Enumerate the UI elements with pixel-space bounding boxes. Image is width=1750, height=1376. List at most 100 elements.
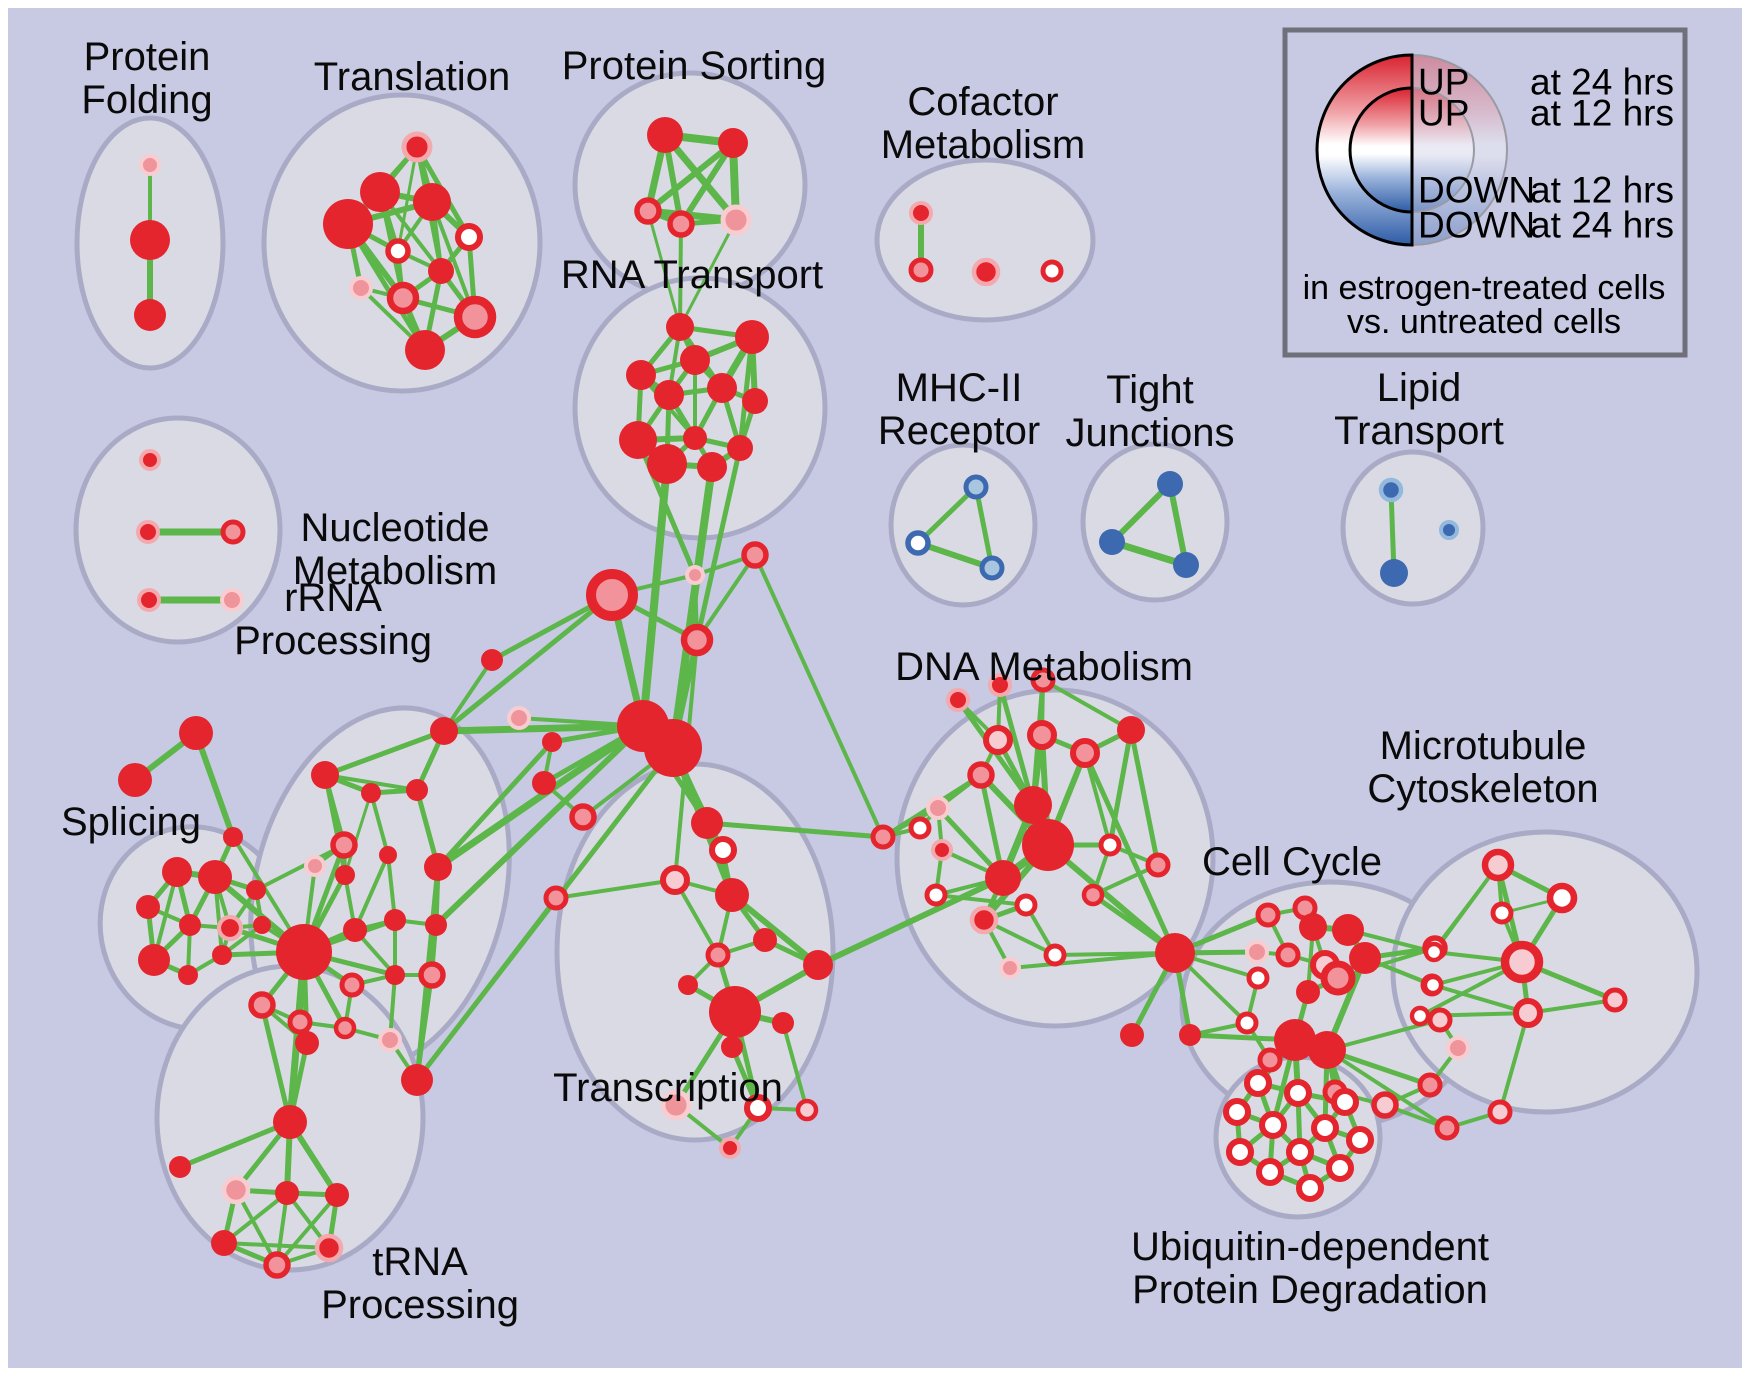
network-node-g2 xyxy=(542,732,562,752)
legend-direction-label: DOWN xyxy=(1418,205,1535,246)
legend-time-label: at 24 hrs xyxy=(1530,62,1674,103)
network-node-tr0 xyxy=(273,1105,307,1139)
cluster-ellipse-tight-junctions xyxy=(1080,441,1230,603)
network-node-t7 xyxy=(428,258,454,284)
cluster-label-ubiquitin-degradation: Ubiquitin-dependent xyxy=(1131,1225,1489,1269)
legend-direction-label: UP xyxy=(1418,62,1469,103)
network-edge xyxy=(695,553,757,642)
network-node-sp9 xyxy=(246,880,266,900)
cluster-label-nucleotide-metabolism: Metabolism xyxy=(293,549,498,593)
cluster-label-microtubule-cytoskeleton: Microtubule xyxy=(1380,724,1587,768)
network-node-tx8 xyxy=(678,975,698,995)
network-node-dd24 xyxy=(1155,933,1195,973)
network-node-l1 xyxy=(1378,477,1404,503)
network-edge xyxy=(669,463,716,752)
network-node-b3 xyxy=(741,541,769,569)
network-edge xyxy=(915,484,979,546)
network-node-tx3 xyxy=(660,865,690,895)
network-node-ubr1 xyxy=(1434,1115,1460,1141)
network-node-sp2 xyxy=(198,860,232,894)
network-node-t10 xyxy=(453,295,497,339)
network-node-cc3 xyxy=(1245,940,1269,964)
network-node-rr5 xyxy=(304,855,326,877)
network-node-rr2 xyxy=(361,783,381,803)
network-node-rr17 xyxy=(333,1016,357,1040)
cluster-label-protein-folding: Protein xyxy=(84,35,211,79)
network-node-r6 xyxy=(654,380,684,410)
network-node-dd21 xyxy=(988,673,1012,697)
network-node-m1 xyxy=(963,474,989,500)
network-node-sp6 xyxy=(138,944,170,976)
network-node-dd15 xyxy=(1081,883,1105,907)
network-edge xyxy=(661,131,740,224)
network-edge xyxy=(646,209,682,329)
network-node-st3 xyxy=(223,827,243,847)
network-node-ps4 xyxy=(667,210,695,238)
network-node-rr10 xyxy=(343,918,367,942)
network-node-dd7 xyxy=(1117,716,1145,744)
network-node-tr4 xyxy=(325,1183,349,1207)
legend-time-label: at 24 hrs xyxy=(1530,205,1674,246)
network-node-b2 xyxy=(685,565,705,585)
network-node-rr6 xyxy=(335,865,355,885)
network-edge xyxy=(1433,863,1500,950)
network-edge xyxy=(323,773,419,792)
network-node-g1 xyxy=(569,803,597,831)
network-edge xyxy=(973,484,995,571)
network-node-cc15 xyxy=(1308,1031,1346,1069)
network-edge xyxy=(1498,1011,1530,1114)
network-edge xyxy=(275,1193,339,1267)
legend-wheel-inner-left-icon xyxy=(1348,86,1414,214)
network-node-q2 xyxy=(295,1031,319,1055)
network-node-r7 xyxy=(742,388,768,414)
legend-direction-label: DOWN xyxy=(1418,170,1535,211)
network-node-dd14 xyxy=(969,905,999,935)
cluster-label-trna-processing: tRNA xyxy=(372,1240,468,1284)
network-node-tj1 xyxy=(1157,471,1183,497)
network-node-cc7 xyxy=(1235,1011,1259,1035)
network-node-dd5 xyxy=(1027,720,1057,750)
cluster-label-microtubule-cytoskeleton: Cytoskeleton xyxy=(1367,767,1598,811)
cluster-label-protein-sorting: Protein Sorting xyxy=(562,44,827,88)
network-node-n3 xyxy=(220,519,246,545)
network-node-rr14 xyxy=(385,965,405,985)
network-node-dd17 xyxy=(1043,943,1067,967)
network-node-r3 xyxy=(680,345,710,375)
network-node-x3 xyxy=(507,706,531,730)
network-node-t2 xyxy=(360,172,400,212)
cluster-label-cell-cycle: Cell Cycle xyxy=(1202,840,1382,884)
network-node-c2 xyxy=(908,257,934,283)
network-node-x1 xyxy=(430,717,458,745)
network-edge xyxy=(369,791,390,857)
network-node-tx9 xyxy=(803,950,833,980)
network-node-dd12 xyxy=(1145,852,1171,878)
network-node-cc6 xyxy=(1246,966,1270,990)
network-edge xyxy=(1431,983,1530,1015)
network-node-c1 xyxy=(909,201,933,225)
network-node-t5 xyxy=(454,222,484,252)
network-node-r10 xyxy=(727,435,753,461)
network-node-tr3 xyxy=(275,1181,299,1205)
network-edge xyxy=(442,658,494,733)
network-edge xyxy=(353,853,390,932)
network-node-st2 xyxy=(118,763,152,797)
cluster-label-cofactor-metabolism: Metabolism xyxy=(881,123,1086,167)
network-node-ps3 xyxy=(634,197,662,225)
network-edge xyxy=(1107,727,1134,848)
network-node-rr4 xyxy=(330,831,358,859)
cluster-ellipse-cofactor-metabolism xyxy=(874,157,1096,323)
network-node-cc12 xyxy=(1320,960,1356,996)
network-node-r2 xyxy=(735,320,769,354)
network-edge xyxy=(934,893,1028,907)
network-node-b4 xyxy=(680,623,714,657)
legend-caption: vs. untreated cells xyxy=(1347,303,1621,341)
network-node-d0 xyxy=(870,824,896,850)
cluster-label-trna-processing: Processing xyxy=(321,1283,519,1327)
network-node-rr12 xyxy=(425,914,447,936)
network-node-ub9 xyxy=(1285,1137,1315,1167)
network-edge xyxy=(704,820,886,840)
network-edge xyxy=(415,973,434,1082)
network-node-st1 xyxy=(179,716,213,750)
